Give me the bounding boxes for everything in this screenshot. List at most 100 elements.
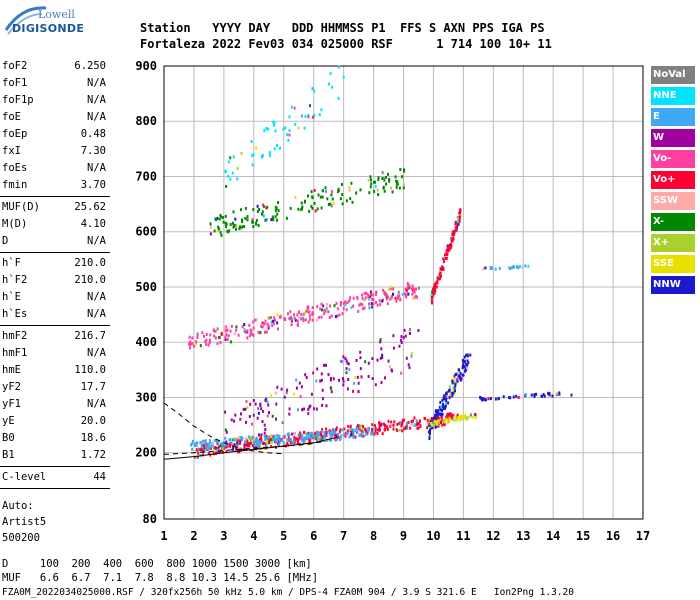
echo-point [330, 193, 333, 197]
echo-point [512, 395, 515, 399]
file-footer: FZA0M_2022034025000.RSF / 320fx256h 50 k… [2, 587, 574, 598]
echo-point [386, 302, 389, 306]
echo-point [311, 195, 314, 199]
echo-point [390, 368, 393, 372]
echo-point [444, 418, 447, 422]
profile-curve-0 [163, 436, 338, 460]
echo-point [389, 287, 392, 291]
echo-point [239, 417, 242, 421]
echo-point [331, 429, 334, 433]
echo-point [247, 435, 250, 439]
param-label: hmF1 [2, 347, 28, 359]
echo-point [213, 334, 216, 338]
echo-point [239, 439, 242, 443]
echo-point [259, 446, 262, 450]
echo-point [252, 413, 255, 417]
echo-point [243, 323, 246, 326]
echo-point [282, 127, 285, 131]
echo-point [455, 228, 458, 232]
echo-point [342, 433, 345, 437]
echo-point [268, 154, 271, 158]
autoscale-info-3: 500200 [2, 532, 40, 544]
echo-point [313, 407, 315, 411]
echo-point [369, 185, 372, 189]
echo-point [307, 194, 309, 198]
echo-point [398, 186, 401, 190]
param-label: yF2 [2, 381, 21, 393]
echo-point [260, 433, 263, 437]
echo-point [383, 177, 386, 181]
echo-point [260, 435, 262, 439]
echo-point [252, 399, 255, 402]
echo-point [301, 207, 303, 211]
echo-point [433, 291, 436, 295]
param-separator [0, 325, 110, 326]
echo-point [464, 369, 467, 373]
echo-point [454, 383, 457, 386]
echo-point [253, 445, 255, 449]
param-value: 4.10 [80, 218, 106, 230]
echo-point [207, 343, 210, 347]
echo-point [219, 442, 222, 446]
echo-point [278, 442, 281, 446]
echo-point [341, 202, 344, 206]
echo-point [225, 225, 227, 229]
echo-point [435, 420, 438, 424]
echo-point [204, 340, 207, 344]
echo-point [201, 331, 204, 335]
y-tick-label: 300 [135, 390, 157, 404]
echo-point [307, 412, 310, 416]
echo-point [434, 409, 437, 413]
echo-point [329, 202, 332, 206]
echo-point [458, 374, 460, 378]
echo-point [342, 75, 345, 79]
echo-point [289, 315, 292, 319]
echo-point [225, 450, 228, 454]
echo-point [442, 402, 444, 406]
echo-point [451, 414, 454, 417]
echo-point [300, 317, 302, 321]
echo-point [461, 358, 464, 362]
echo-point [318, 432, 320, 436]
echo-point [402, 183, 405, 187]
echo-point [317, 315, 320, 319]
echo-point [207, 442, 210, 446]
echo-point [390, 186, 393, 190]
echo-point [288, 407, 291, 411]
echo-point [352, 304, 355, 308]
echo-point [398, 428, 401, 432]
echo-point [336, 314, 339, 318]
echo-point [266, 205, 269, 209]
echo-point [412, 419, 414, 423]
echo-point [295, 437, 298, 441]
echo-point [304, 436, 307, 440]
echo-point [239, 208, 242, 212]
echo-point [313, 201, 316, 205]
echo-point [319, 379, 322, 383]
echo-point [347, 424, 350, 428]
echo-point [541, 394, 544, 398]
echo-point [405, 356, 408, 360]
param-value: N/A [87, 291, 106, 303]
echo-point [449, 412, 452, 416]
echo-point [386, 295, 389, 299]
echo-point [451, 379, 454, 383]
echo-point [356, 424, 359, 428]
echo-point [456, 216, 459, 220]
echo-point [256, 204, 259, 208]
echo-point [251, 218, 254, 222]
legend-item-sse: SSE [651, 255, 695, 273]
echo-point [352, 296, 355, 300]
param-label: foE [2, 111, 21, 123]
echo-point [274, 209, 277, 213]
echo-point [466, 359, 469, 363]
echo-point [234, 413, 237, 417]
echo-point [200, 443, 203, 447]
echo-point [330, 390, 333, 394]
echo-point [199, 344, 202, 348]
echo-point [233, 332, 236, 336]
echo-point [433, 289, 436, 293]
echo-point [293, 392, 296, 396]
echo-point [290, 323, 293, 327]
echo-point [335, 428, 338, 431]
